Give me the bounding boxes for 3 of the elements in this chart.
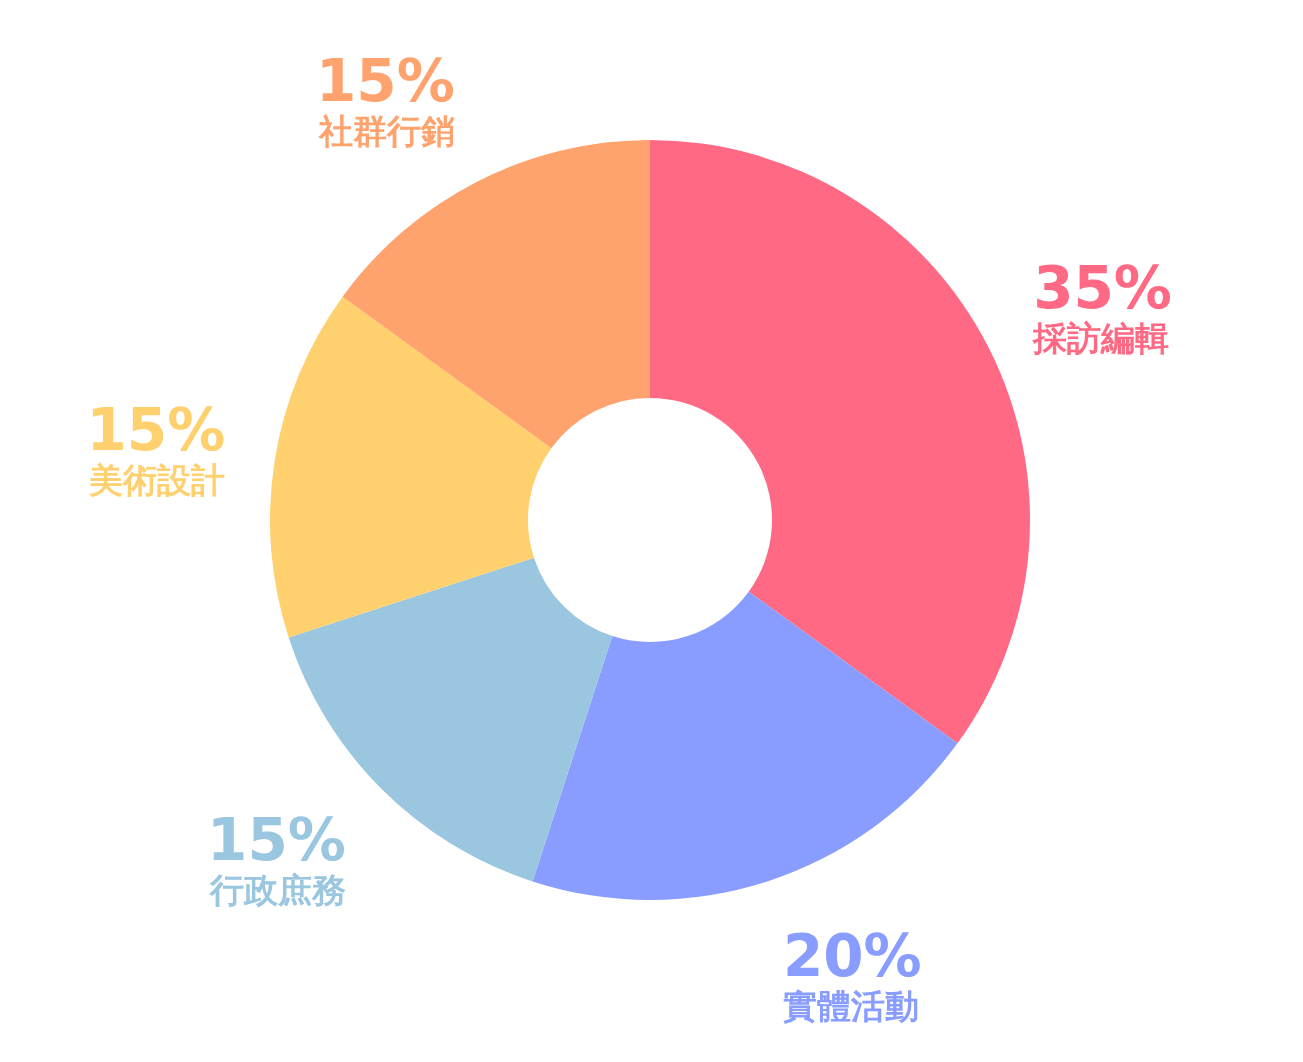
- slice-label: 採訪編輯: [1032, 318, 1170, 359]
- slice-label: 行政庶務: [208, 869, 346, 910]
- slice-label: 美術設計: [88, 459, 226, 500]
